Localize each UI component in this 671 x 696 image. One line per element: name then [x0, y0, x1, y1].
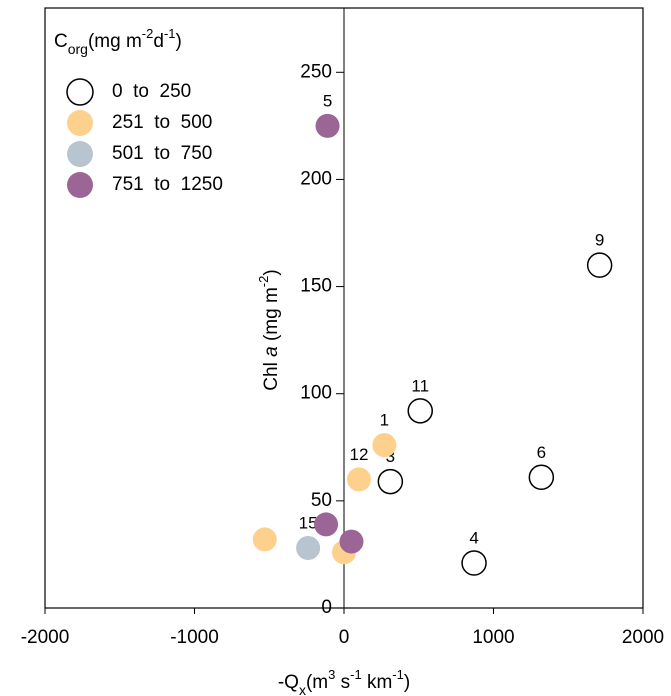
x_label-part: ) — [404, 672, 410, 693]
legend_title-part: C — [54, 31, 68, 52]
y-tick-label: 50 — [311, 490, 332, 511]
point-label: 6 — [537, 443, 546, 462]
x_label-part: 3 — [328, 667, 335, 682]
legend-marker — [67, 110, 93, 136]
x_label-part: (m — [306, 672, 328, 693]
legend-marker — [67, 172, 93, 198]
y-tick-label: 150 — [300, 276, 332, 297]
data-point — [461, 550, 487, 576]
y_label-part: a — [261, 346, 282, 357]
y_label-part: -2 — [256, 276, 271, 288]
legend-label: 0 to 250 — [112, 81, 191, 102]
data-point — [296, 536, 321, 560]
x_label-part: -Q — [278, 672, 299, 693]
y-tick-label: 100 — [300, 383, 332, 404]
x_label-part: km — [362, 672, 393, 693]
x-tick-label: 1000 — [472, 627, 514, 648]
legend_title-part: org — [68, 41, 88, 57]
y_label-part: (mg m — [261, 287, 282, 346]
legend-label: 751 to 1250 — [112, 174, 223, 195]
point-label: 11 — [411, 376, 429, 395]
y-axis-label: Chl a (mg m-2) — [256, 269, 282, 390]
y-tick-label: 250 — [300, 61, 332, 82]
legend_title-part: ) — [176, 31, 182, 52]
legend_title-part: d — [153, 31, 164, 52]
legend_title-part: (mg m — [88, 31, 142, 52]
point-label: 12 — [349, 445, 368, 464]
data-point — [252, 527, 277, 552]
data-point — [377, 468, 404, 495]
point-label: 5 — [323, 91, 332, 110]
x_label-part: x — [299, 682, 306, 696]
legend-label: 251 to 500 — [112, 112, 212, 133]
y-tick-label: 0 — [321, 597, 332, 618]
x_label-part: s — [335, 672, 350, 693]
data-point — [346, 467, 371, 492]
data-point — [315, 113, 340, 138]
data-point — [407, 398, 433, 424]
y_label-part: ) — [261, 269, 282, 275]
point-label: 3 — [386, 447, 395, 466]
point-label: 15 — [299, 513, 318, 532]
legend-title: Corg(mg m-2d-1) — [54, 26, 182, 57]
legend-marker — [66, 78, 94, 106]
x-axis-label: -Qx(m3 s-1 km-1) — [278, 667, 410, 696]
data-point — [586, 252, 613, 278]
legend_title-part: -2 — [142, 26, 154, 41]
x_label-part: -1 — [350, 667, 362, 682]
x-tick-label: 0 — [339, 627, 350, 648]
x-tick-label: -1000 — [170, 627, 219, 648]
y_label-part: Chl — [261, 357, 282, 391]
x-tick-label: 2000 — [622, 627, 664, 648]
point-label: 1 — [380, 411, 389, 430]
data-point — [314, 512, 339, 537]
legend-label: 501 to 750 — [112, 143, 212, 164]
y-tick-label: 200 — [300, 168, 332, 189]
legend-marker — [67, 141, 93, 167]
x-tick-label: -2000 — [21, 627, 70, 648]
data-point — [528, 464, 555, 491]
legend_title-part: -1 — [164, 26, 176, 41]
point-label: 9 — [595, 231, 604, 250]
data-point — [372, 433, 397, 458]
data-point — [339, 529, 364, 554]
point-label: 4 — [469, 528, 478, 547]
x_label-part: -1 — [392, 667, 404, 682]
